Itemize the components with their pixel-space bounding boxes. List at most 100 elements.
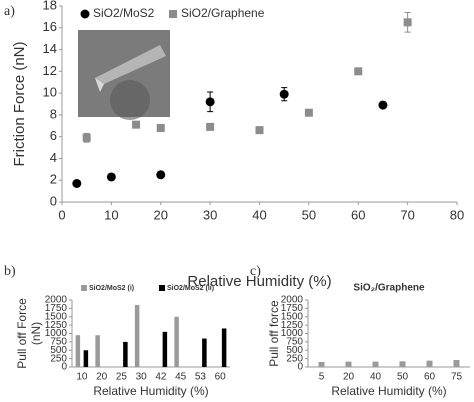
y-tick-label: 2000: [45, 295, 68, 306]
y-tick-label: 750: [50, 337, 67, 348]
y-tick-label: 1500: [281, 311, 304, 322]
x-tick-label: 60: [424, 372, 436, 383]
bar: [372, 361, 379, 367]
x-tick-label: 60: [215, 372, 227, 383]
x-tick-label: 0: [58, 207, 65, 222]
x-tick-label: 80: [450, 207, 464, 222]
x-tick-label: 20: [154, 207, 168, 222]
bar: [453, 359, 460, 367]
point: [279, 89, 289, 99]
bar: [426, 360, 433, 367]
x-tick-label: 42: [155, 372, 167, 383]
y-tick-label: 500: [286, 345, 303, 356]
x-tick-label: 20: [96, 372, 108, 383]
bar: [162, 331, 168, 367]
x-axis-label: Relative Humidity (%): [93, 384, 208, 398]
bar: [221, 328, 227, 367]
y-tick-label: 250: [50, 353, 67, 364]
inset-photo: [78, 30, 170, 120]
y-tick-label: 16: [43, 19, 57, 34]
y-tick-label: 1750: [45, 303, 68, 314]
point: [354, 67, 363, 76]
point: [255, 126, 264, 135]
point: [403, 18, 412, 27]
point: [304, 108, 313, 117]
point: [205, 97, 215, 107]
y-axis-label: Friction Force (nN): [11, 41, 28, 166]
y-tick-label: 1000: [281, 328, 304, 339]
point: [206, 122, 215, 131]
y-tick-label: 6: [50, 128, 57, 143]
x-tick-label: 70: [400, 207, 414, 222]
x-tick-label: 5: [319, 372, 325, 383]
x-axis-label: Relative Humidity (%): [187, 273, 331, 290]
panel-label: a): [4, 4, 15, 19]
bar: [345, 361, 352, 367]
y-tick-label: 4: [50, 150, 57, 165]
point: [156, 170, 166, 180]
y-tick-label: 1250: [45, 320, 68, 331]
legend-marker: [80, 9, 90, 19]
legend-marker: [169, 10, 177, 18]
bar: [83, 350, 89, 367]
x-tick-label: 40: [252, 207, 266, 222]
x-axis-label: Relative Humidity (%): [331, 384, 446, 398]
y-tick-label: 12: [43, 63, 57, 78]
y-tick-label: 18: [43, 0, 57, 12]
y-tick-label: 1750: [281, 303, 304, 314]
legend-marker: [81, 285, 87, 291]
y-tick-label: 2000: [281, 295, 304, 306]
bar: [134, 305, 140, 367]
panel-label: c): [250, 264, 261, 279]
bar: [75, 335, 81, 367]
point: [82, 133, 91, 142]
bar: [123, 341, 128, 367]
bar: [202, 338, 207, 367]
legend-label: SiO2/Graphene: [181, 6, 265, 20]
x-tick-label: 50: [397, 372, 409, 383]
chart-title: SiO₂/Graphene: [353, 283, 425, 294]
bar: [95, 335, 100, 367]
y-tick-label: 1250: [281, 320, 304, 331]
y-tick-label: 250: [286, 353, 303, 364]
legend-label: SiO2/MoS2: [93, 6, 155, 20]
x-tick-label: 30: [136, 372, 148, 383]
y-tick-label: 1000: [45, 328, 68, 339]
y-axis-label: Pull off force: [267, 300, 281, 367]
x-tick-label: 53: [195, 372, 207, 383]
y-tick-label: 750: [286, 337, 303, 348]
point: [106, 172, 116, 182]
y-tick-label: 0: [61, 362, 67, 373]
x-tick-label: 30: [203, 207, 217, 222]
bar: [318, 361, 325, 367]
x-tick-label: 50: [302, 207, 316, 222]
panel-label: b): [4, 264, 16, 279]
x-tick-label: 20: [343, 372, 355, 383]
y-tick-label: 500: [50, 345, 67, 356]
x-tick-label: 40: [370, 372, 382, 383]
legend-marker: [159, 285, 165, 291]
y-tick-label: 10: [43, 85, 57, 100]
y-tick-label: 1500: [45, 311, 68, 322]
x-tick-label: 10: [76, 372, 88, 383]
y-tick-label: 8: [50, 106, 57, 121]
legend-label: SiO2/MoS2 (i): [89, 285, 134, 292]
x-tick-label: 45: [175, 372, 187, 383]
bar: [174, 316, 179, 367]
y-tick-label: 0: [50, 193, 57, 208]
y-tick-label: 2: [50, 172, 57, 187]
y-axis-label: Pull off Force: [15, 298, 29, 369]
y-tick-label: 14: [43, 41, 57, 56]
y-axis-label: (nN): [29, 322, 43, 345]
legend-label: SiO2/MoS2 (ii): [167, 285, 214, 292]
point: [156, 123, 165, 132]
x-tick-label: 25: [116, 372, 128, 383]
x-tick-label: 60: [351, 207, 365, 222]
point: [132, 120, 141, 129]
point: [378, 100, 388, 110]
y-tick-label: 0: [297, 362, 303, 373]
point: [72, 178, 82, 188]
x-tick-label: 10: [104, 207, 118, 222]
bar: [399, 361, 406, 367]
